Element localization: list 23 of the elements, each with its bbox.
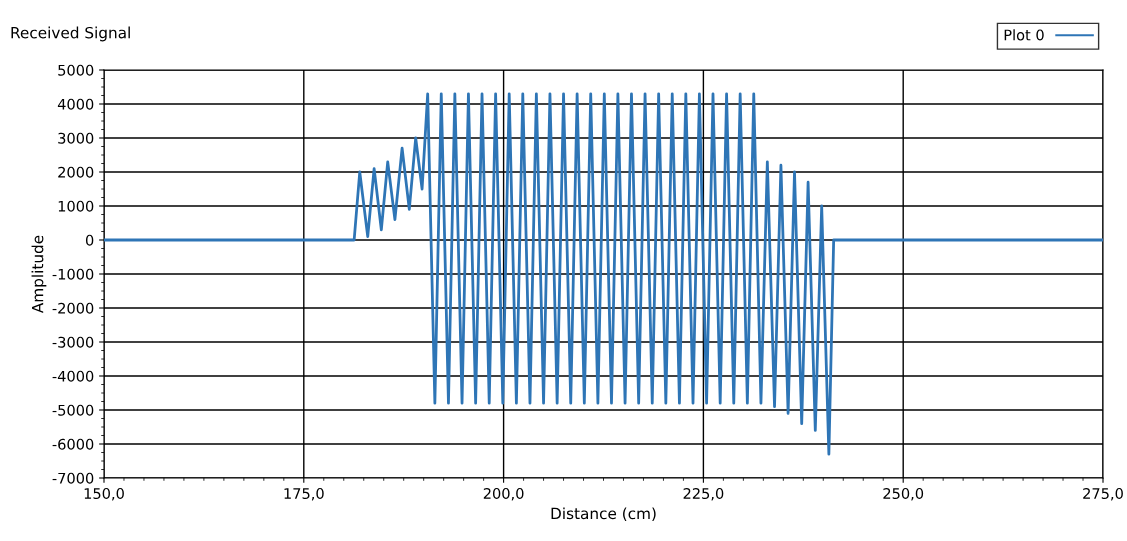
y-tick-label: 1000 bbox=[58, 200, 94, 212]
chart-title: Received Signal bbox=[11, 26, 130, 42]
x-axis-title: Distance (cm) bbox=[551, 507, 656, 522]
y-tick-label: -6000 bbox=[52, 438, 94, 450]
y-tick-label: -2000 bbox=[52, 302, 94, 314]
x-tick-label: 200,0 bbox=[483, 487, 524, 501]
legend-label: Plot 0 bbox=[1004, 29, 1044, 41]
y-tick-label: 3000 bbox=[58, 132, 94, 144]
y-tick-label: 4000 bbox=[57, 98, 94, 110]
y-tick-label: -5000 bbox=[52, 404, 94, 416]
y-tick-label: 2000 bbox=[58, 166, 94, 178]
x-tick-label: 275,0 bbox=[1083, 487, 1123, 501]
y-axis-title: Amplitude bbox=[31, 235, 47, 314]
y-tick-label: -7000 bbox=[52, 472, 94, 484]
y-tick-label: 5000 bbox=[58, 64, 94, 76]
x-tick-label: 250,0 bbox=[883, 487, 924, 501]
x-tick-label: 150,0 bbox=[84, 487, 124, 501]
x-tick-label: 175,0 bbox=[284, 487, 324, 501]
y-tick-label: -3000 bbox=[52, 336, 94, 348]
y-tick-label: 0 bbox=[85, 234, 94, 246]
y-tick-label: -4000 bbox=[52, 370, 94, 382]
y-tick-label: -1000 bbox=[52, 268, 94, 280]
x-tick-label: 225,0 bbox=[683, 487, 724, 501]
